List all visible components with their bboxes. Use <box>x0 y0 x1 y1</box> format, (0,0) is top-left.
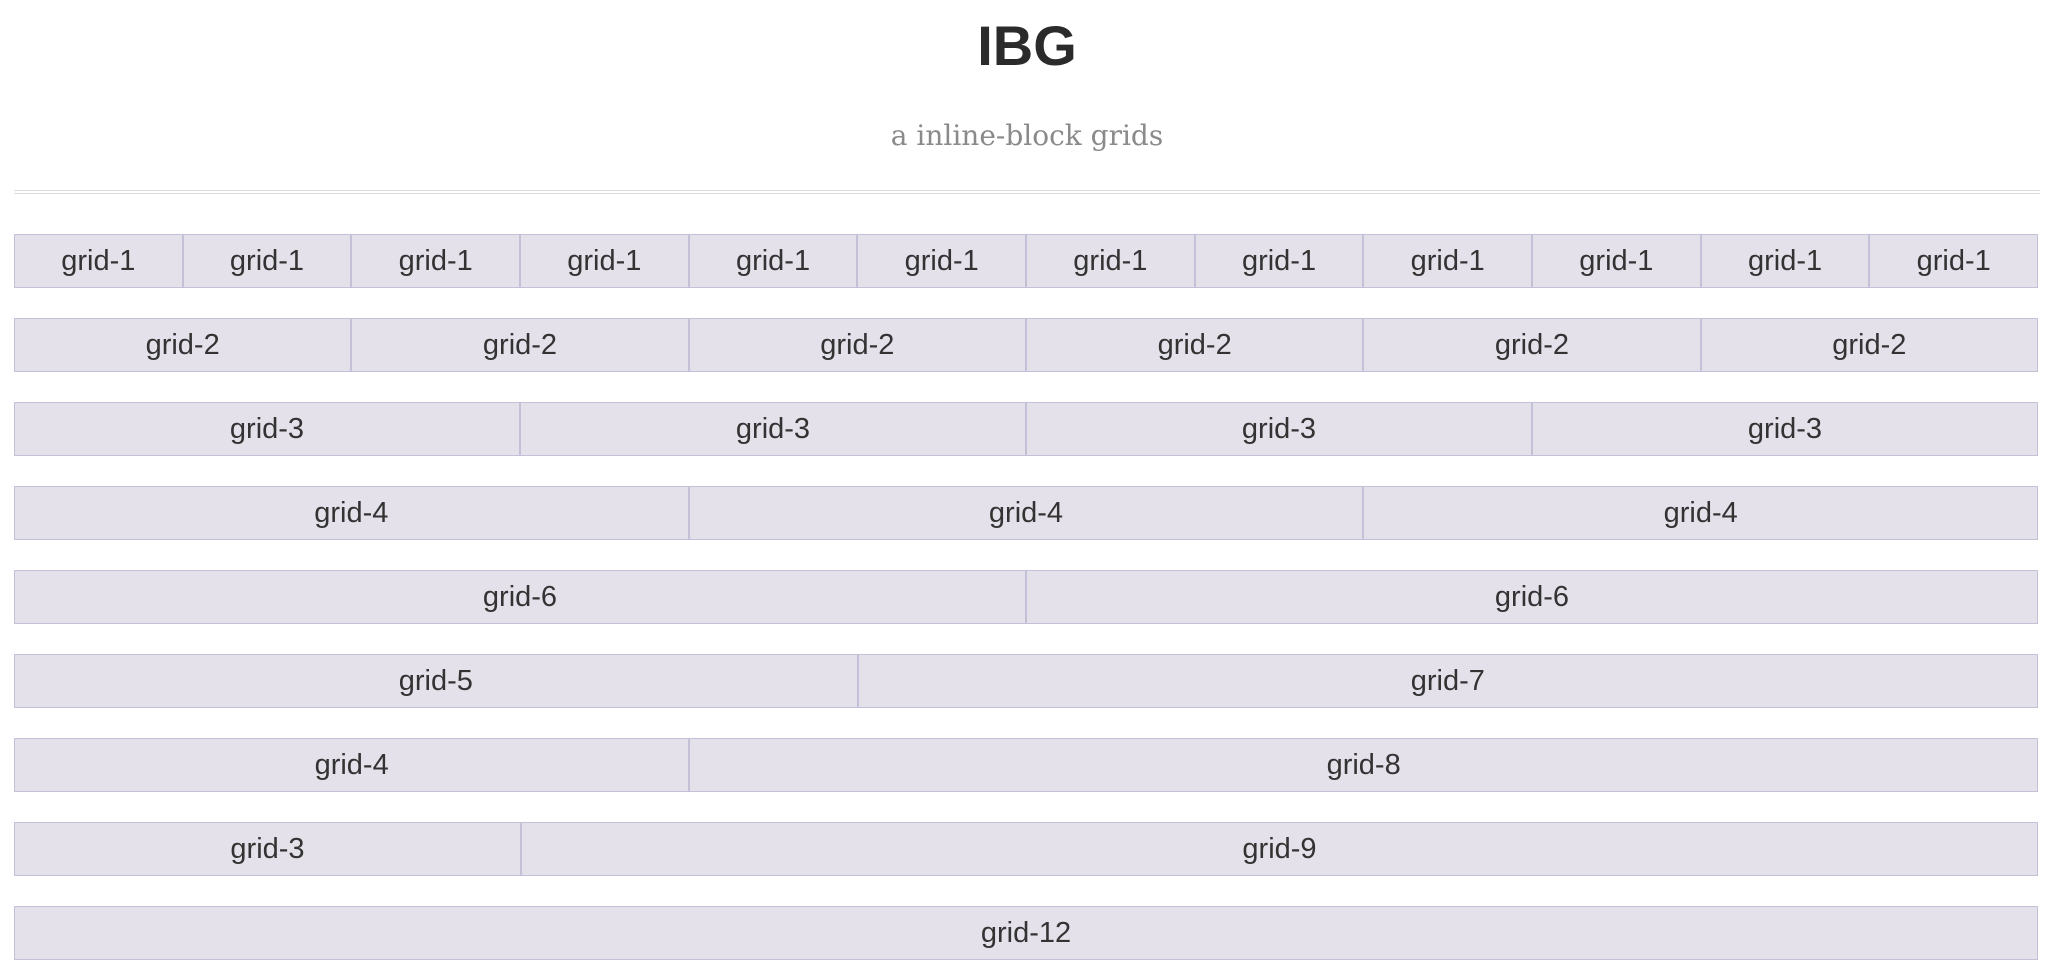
grid-cell: grid-2 <box>687 318 1025 372</box>
header-divider <box>14 190 2040 194</box>
grid-cell: grid-3 <box>1025 402 1531 456</box>
grid-cell: grid-1 <box>14 234 182 288</box>
grid-cell: grid-4 <box>687 486 1363 540</box>
grid-cell: grid-8 <box>688 738 2038 792</box>
grid-row: grid-3 grid-3 grid-3 grid-3 <box>14 402 2038 456</box>
grid-cell: grid-4 <box>1362 486 2039 540</box>
grid-cell: grid-3 <box>519 402 1025 456</box>
grid-cell: grid-1 <box>181 234 351 288</box>
grid-cell: grid-1 <box>1868 234 2039 288</box>
grid-row: grid-4 grid-8 <box>14 738 2038 792</box>
grid-cell: grid-1 <box>350 234 520 288</box>
grid-cell: grid-2 <box>14 318 351 372</box>
grid-cell: grid-4 <box>14 738 689 792</box>
grid-cell: grid-3 <box>14 822 520 876</box>
grid-cell: grid-1 <box>1362 234 1532 288</box>
grid-row: grid-3 grid-9 <box>14 822 2038 876</box>
grid-cell: grid-4 <box>14 486 688 540</box>
grid-row: grid-6 grid-6 <box>14 570 2038 624</box>
grid-cell: grid-2 <box>1699 318 2038 372</box>
grid-cell: grid-3 <box>1531 402 2038 456</box>
grid-cell: grid-1 <box>687 234 857 288</box>
grid-cell: grid-1 <box>1025 234 1194 288</box>
grid-cell: grid-7 <box>856 654 2038 708</box>
grid-cell: grid-2 <box>1024 318 1363 372</box>
grid-cell: grid-12 <box>14 906 2038 960</box>
grid-cell: grid-1 <box>1531 234 1700 288</box>
grid-row: grid-4 grid-4 grid-4 <box>14 486 2039 540</box>
grid-row: grid-1 grid-1 grid-1 grid-1 grid-1 grid-1 grid… <box>14 234 2039 288</box>
grid-row: grid-2 grid-2 grid-2 grid-2 grid-2 grid-2 <box>14 318 2038 372</box>
grid-row: grid-5 grid-7 <box>14 654 2038 708</box>
grid-cell: grid-2 <box>1362 318 1700 372</box>
grid-cell: grid-1 <box>856 234 1026 288</box>
grid-cell: grid-2 <box>350 318 688 372</box>
grid-container: grid-1 grid-1 grid-1 grid-1 grid-1 grid-1 grid… <box>14 234 2039 960</box>
grid-cell: grid-9 <box>520 822 2038 876</box>
grid-cell: grid-1 <box>1699 234 1869 288</box>
page-title: IBG <box>977 14 1077 77</box>
page-subtitle: a inline-block grids <box>890 119 1164 152</box>
page-header: IBG a inline-block grids <box>0 0 2054 154</box>
grid-row: grid-12 <box>14 906 2038 960</box>
grid-cell: grid-1 <box>519 234 688 288</box>
grid-cell: grid-6 <box>14 570 1025 624</box>
grid-cell: grid-3 <box>14 402 519 456</box>
grid-cell: grid-1 <box>1193 234 1363 288</box>
grid-cell: grid-5 <box>14 654 857 708</box>
grid-cell: grid-6 <box>1025 570 2038 624</box>
